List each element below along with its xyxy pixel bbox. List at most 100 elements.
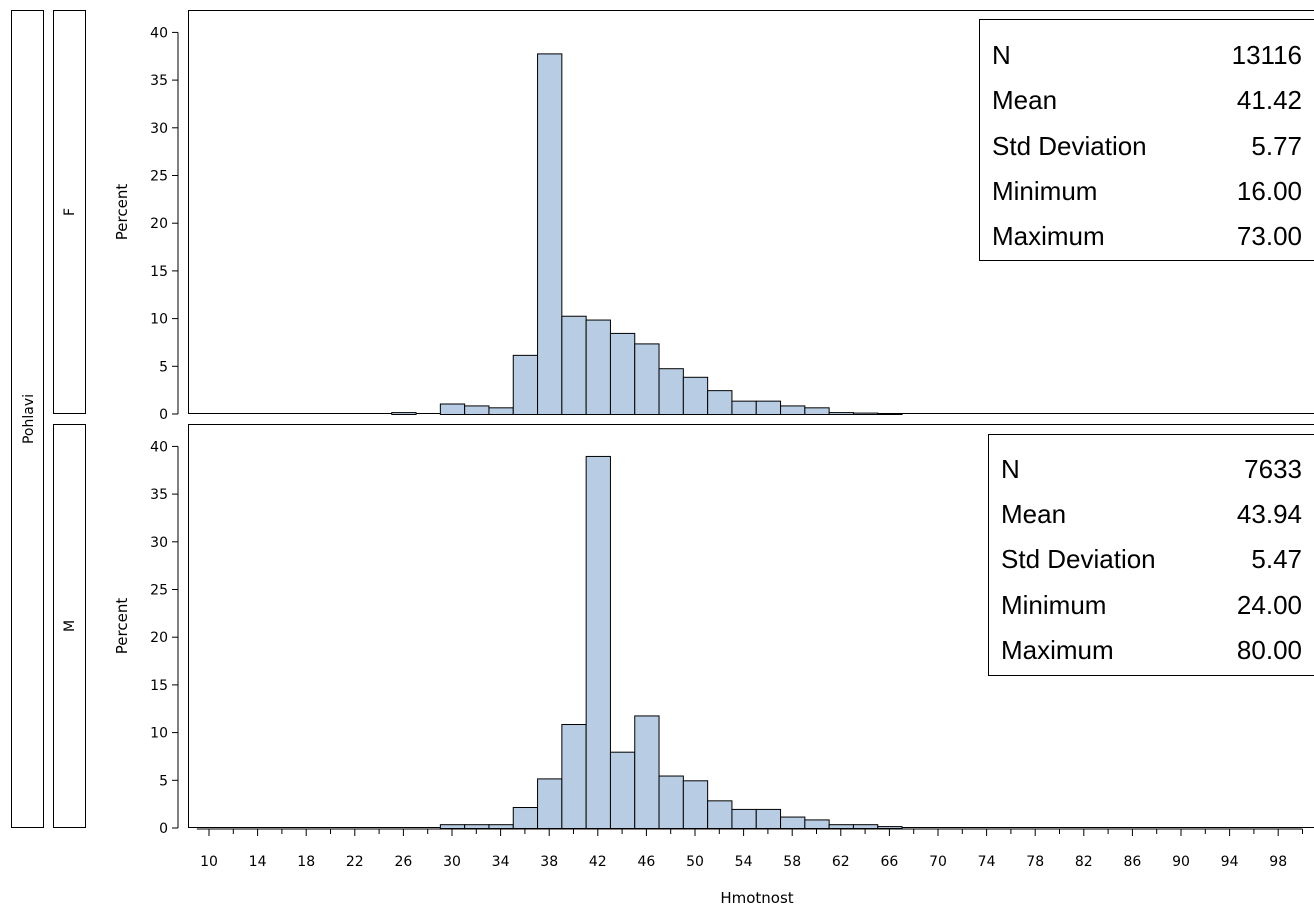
stats-m-label-mean: Mean [1001,499,1066,529]
row-header-box [11,10,44,828]
histogram-bar [561,315,587,416]
histogram-bar [585,319,611,415]
y-axis-m: 0 5 10 15 20 25 30 35 40 [150,439,179,837]
histogram-bar [682,780,709,829]
y-tick-label-m: 20 [150,630,168,646]
row-header-label: Pohlavi [21,394,37,444]
stats-f-label-n: N [992,40,1011,70]
stats-f-label-max: Maximum [992,221,1105,251]
stats-f-label-min: Minimum [992,176,1097,206]
x-tick-label: 74 [978,854,996,870]
y-tick-label-m: 35 [150,487,168,503]
histogram-bar [658,775,684,830]
stats-m-value-mean: 43.94 [1237,499,1302,529]
x-tick-label: 14 [249,854,267,870]
bars-m [439,455,903,830]
stats-f-value-mean: 41.42 [1237,85,1302,115]
stats-m-value-std: 5.47 [1251,544,1302,574]
y-tick-label-f: 0 [159,407,168,423]
x-axis-title: Hmotnost [720,889,793,907]
stats-f-value-std: 5.77 [1251,131,1302,161]
y-tick-label-f: 5 [159,359,168,375]
x-tick-label: 94 [1221,854,1239,870]
stats-box-f: N 13116 Mean 41.42 Std Deviation 5.77 Mi… [979,19,1314,261]
x-tick-label: 54 [735,854,753,870]
histogram-bar [658,368,684,416]
stats-m-value-n: 7633 [1244,454,1302,484]
x-tick-label: 90 [1172,854,1190,870]
histogram-bar [609,332,636,415]
x-tick-label: 30 [443,854,461,870]
histogram-bar [682,376,709,416]
stats-box-m-frame [988,434,1314,676]
histogram-bar [634,343,660,415]
histogram-bar [828,412,854,416]
bars-f [391,53,903,416]
x-axis: 10 14 18 22 26 30 34 38 42 46 50 54 58 62 66 70 74 78 82 86… [196,828,1303,870]
y-tick-label-f: 15 [150,264,168,280]
stats-f-label-std: Std Deviation [992,131,1147,161]
histogram-bar [561,724,587,829]
x-tick-label: 82 [1075,854,1093,870]
y-tick-label-f: 35 [150,73,168,89]
stats-m-label-min: Minimum [1001,590,1106,620]
x-tick-label: 50 [686,854,704,870]
histogram-bar [512,354,539,415]
x-tick-label: 34 [492,854,510,870]
x-tick-label: 58 [783,854,801,870]
stats-f-value-n: 13116 [1232,40,1302,70]
x-tick-label: 42 [589,854,607,870]
y-axis-title-m: Percent [113,598,131,655]
y-tick-label-f: 20 [150,216,168,232]
histogram-bar [439,403,466,416]
panel-header-f-label: F [62,208,78,216]
x-tick-label: 38 [540,854,558,870]
y-tick-label-m: 25 [150,583,168,599]
y-tick-label-m: 30 [150,535,168,551]
stats-f-value-min: 16.00 [1237,176,1302,206]
histogram-bar [585,455,611,829]
histogram-bar [804,407,830,415]
histogram-bar [464,824,490,830]
stats-m-label-max: Maximum [1001,635,1114,665]
y-axis-title-f: Percent [113,184,131,241]
histogram-bar [852,412,879,416]
y-axis-f: 0 5 10 15 20 25 30 35 40 [150,25,179,423]
y-tick-label-f: 40 [150,25,168,41]
histogram-bar [731,400,757,416]
y-tick-label-m: 0 [159,821,168,837]
histogram-bar [391,412,417,416]
histogram-bar [439,824,466,830]
histogram-bar [780,405,806,416]
histogram-bar [512,807,539,830]
stats-m-value-max: 80.00 [1237,635,1302,665]
y-tick-label-m: 5 [159,773,168,789]
y-tick-label-m: 15 [150,678,168,694]
histogram-bar [877,413,903,415]
stats-box-m: N 7633 Mean 43.94 Std Deviation 5.47 Min… [988,434,1314,676]
histogram-bar [755,808,782,829]
histogram-bar [707,390,733,415]
stats-m-label-std: Std Deviation [1001,544,1156,574]
x-tick-label: 66 [880,854,898,870]
x-tick-label: 62 [832,854,850,870]
histogram-bar [755,400,782,416]
histogram-bar [731,808,757,829]
stats-m-value-min: 24.00 [1237,590,1302,620]
y-tick-label-f: 30 [150,121,168,137]
stats-f-label-mean: Mean [992,85,1057,115]
histogram-bar [634,715,660,829]
y-tick-label-f: 25 [150,169,168,185]
panel-header-m-label: M [62,620,78,632]
x-tick-label: 10 [200,854,218,870]
x-tick-label: 78 [1026,854,1044,870]
histogram-bar [464,405,490,416]
stats-m-label-n: N [1001,454,1020,484]
stats-box-f-frame [979,19,1314,261]
x-tick-label: 98 [1269,854,1287,870]
histogram-bar [707,800,733,829]
x-tick-label: 26 [394,854,412,870]
y-tick-label-m: 40 [150,439,168,455]
histogram-bar [488,824,514,830]
